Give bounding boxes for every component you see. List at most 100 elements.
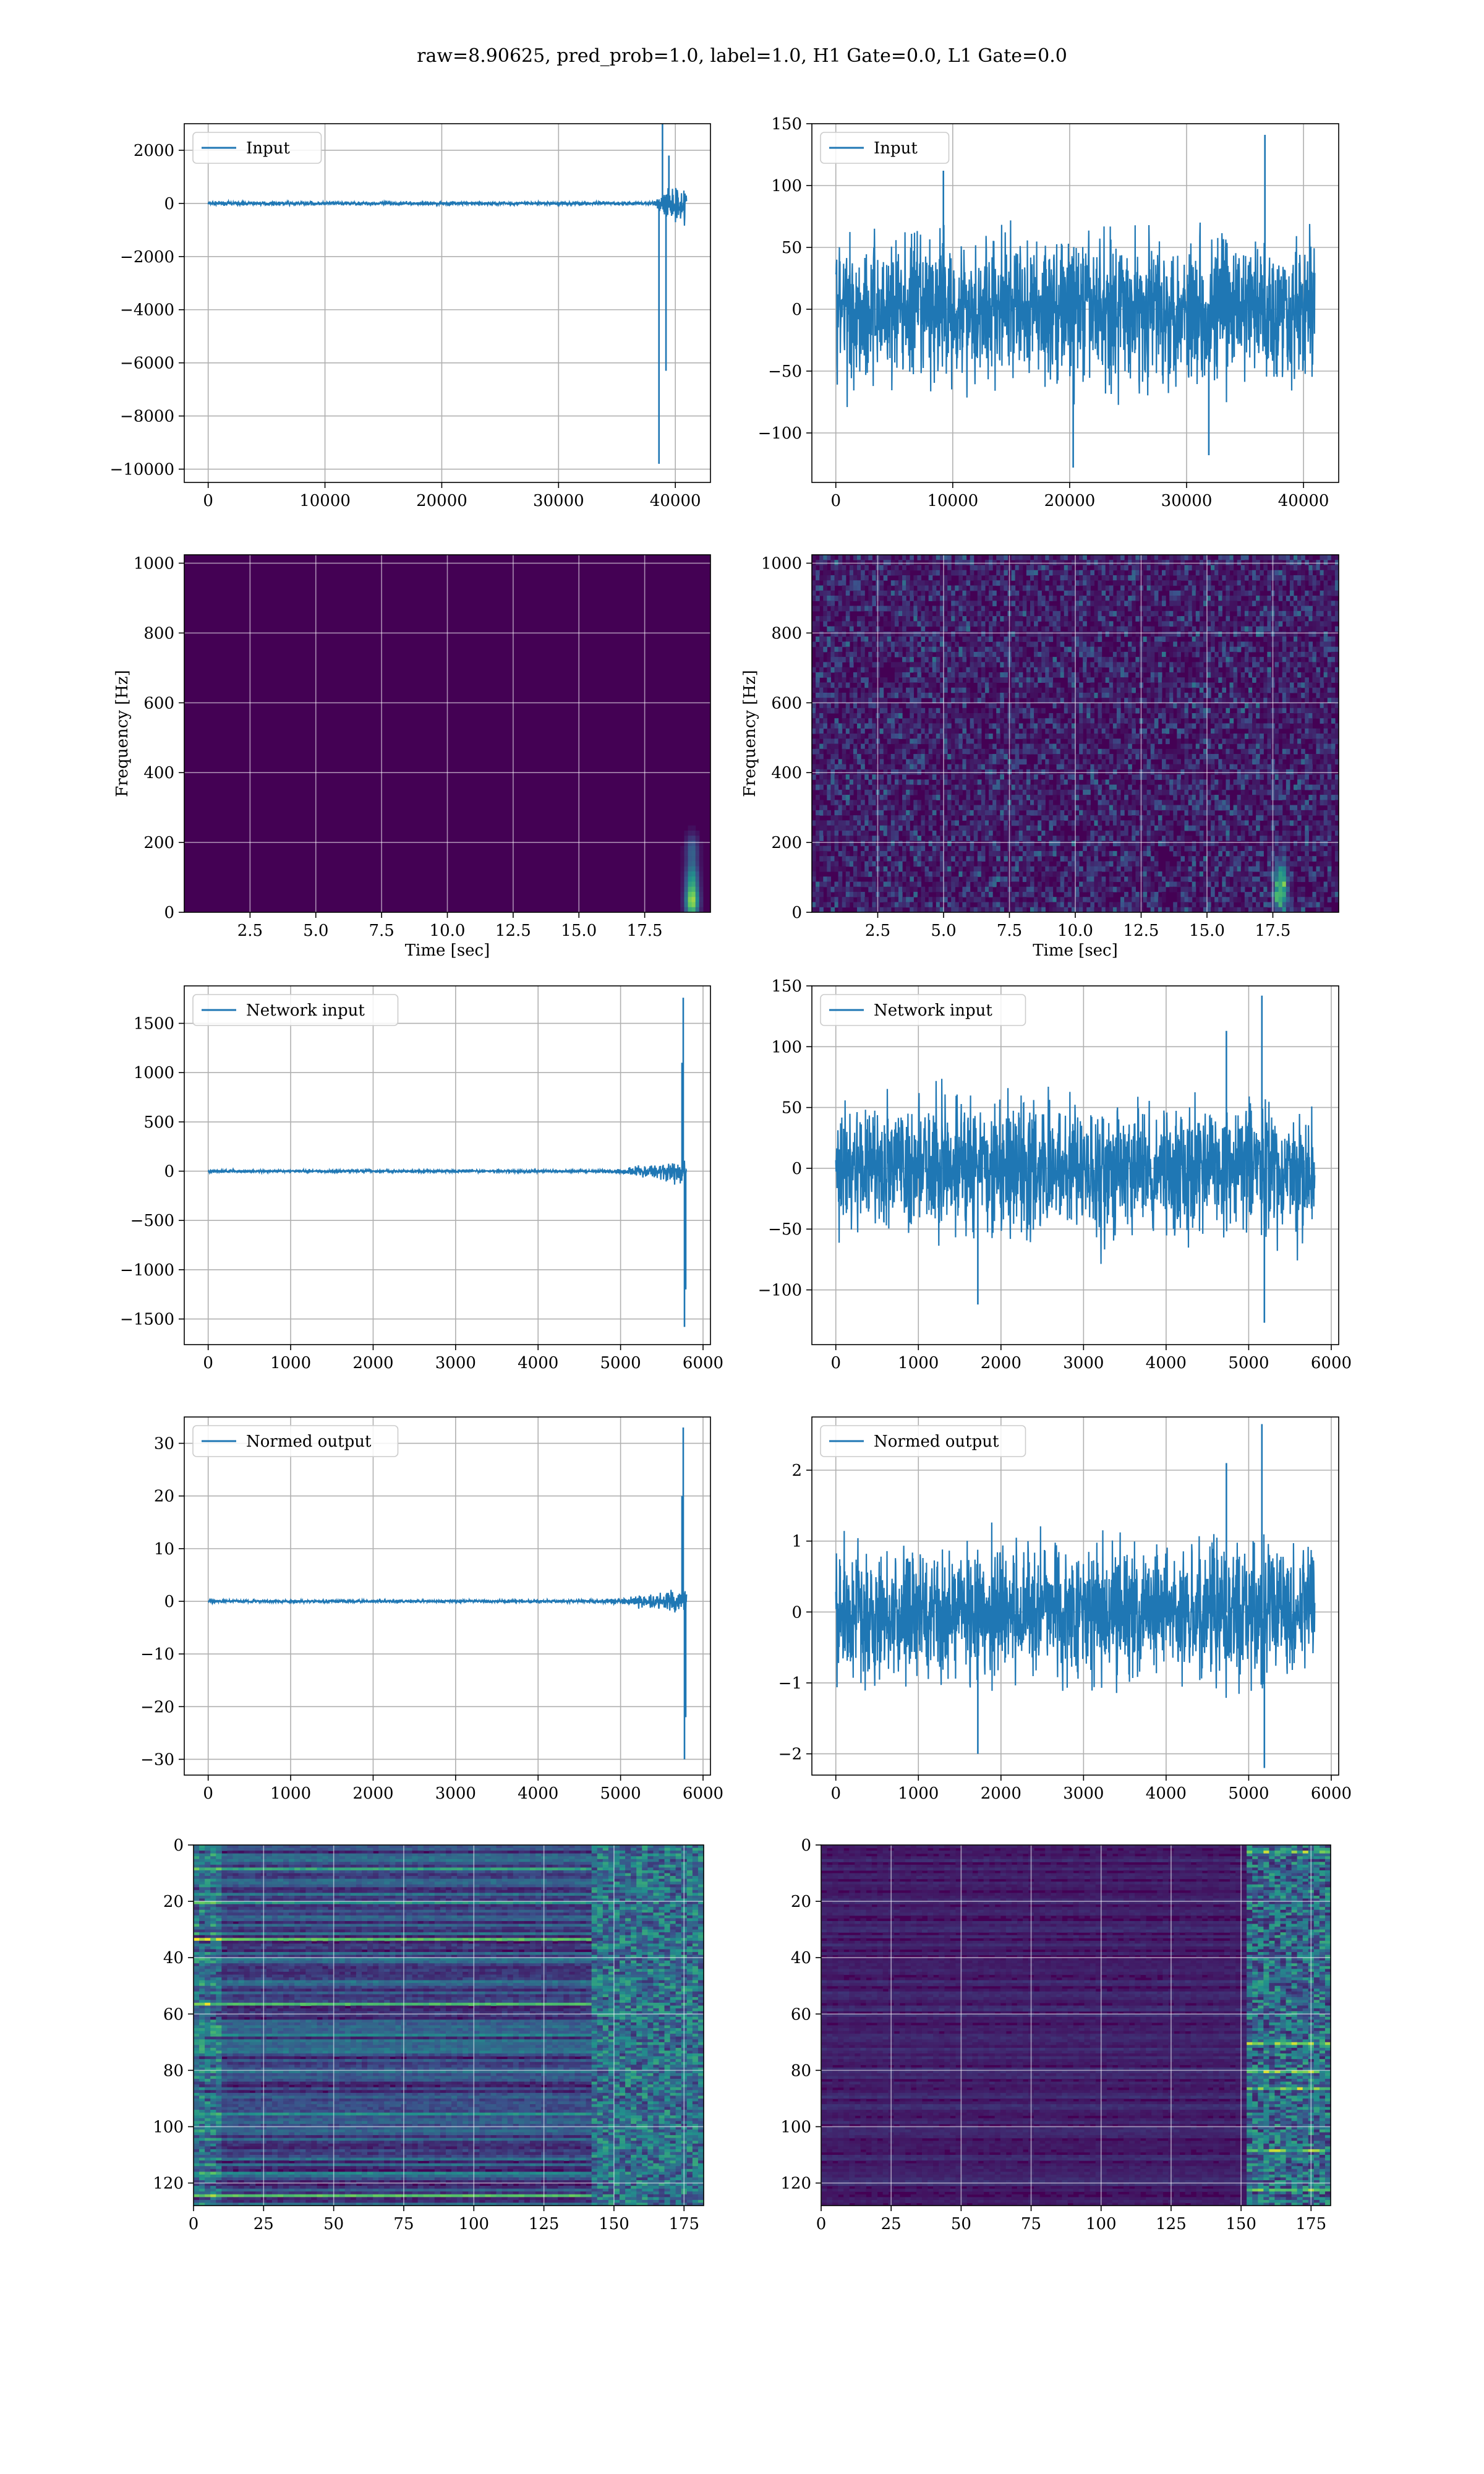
spectrogram-cell	[864, 575, 869, 581]
spectrogram-cell	[1105, 575, 1110, 581]
spectrogram-cell	[973, 657, 978, 662]
spectrogram-cell	[1112, 651, 1117, 657]
spectrogram-cell	[913, 789, 918, 795]
spectrogram-cell	[970, 748, 974, 755]
spectrogram-cell	[1154, 728, 1159, 734]
spectrogram-cell	[951, 759, 955, 765]
spectrogram-cell	[1334, 601, 1339, 607]
spectrogram-cell	[1308, 769, 1313, 775]
spectrogram-cell	[1004, 580, 1009, 586]
spectrogram-cell	[1150, 555, 1155, 560]
spectrogram-cell	[845, 555, 850, 560]
spectrogram-cell	[1045, 606, 1049, 612]
spectrogram-cell	[849, 708, 854, 714]
spectrogram-cell	[1274, 585, 1279, 591]
spectrogram-cell	[1124, 682, 1128, 688]
spectrogram-cell	[910, 764, 914, 770]
spectrogram-cell	[1211, 779, 1215, 785]
spectrogram-cell	[902, 616, 906, 622]
spectrogram-cell	[906, 570, 910, 576]
spectrogram-cell	[857, 779, 861, 785]
spectrogram-cell	[928, 672, 933, 678]
spectrogram-cell	[1286, 596, 1290, 601]
spectrogram-cell	[834, 565, 839, 571]
spectrogram-cell	[921, 738, 926, 745]
spectrogram-cell	[951, 616, 955, 622]
spectrogram-cell	[1098, 610, 1102, 617]
spectrogram-cell	[1083, 743, 1087, 750]
spectrogram-cell	[1166, 580, 1170, 586]
spectrogram-cell	[1278, 703, 1283, 709]
spectrogram-cell	[1248, 646, 1253, 653]
spectrogram-cell	[951, 631, 955, 637]
spectrogram-cell	[996, 789, 1000, 795]
spectrogram-cell	[864, 631, 869, 637]
spectrogram-cell	[894, 565, 899, 571]
spectrogram-cell	[947, 585, 952, 591]
spectrogram-cell	[1011, 662, 1016, 668]
spectrogram-cell	[688, 897, 693, 903]
spectrogram-cell	[1188, 585, 1193, 591]
spectrogram-cell	[1090, 626, 1095, 632]
spectrogram-cell	[1240, 734, 1245, 739]
spectrogram-cell	[1308, 662, 1313, 668]
spectrogram-cell	[1207, 748, 1211, 755]
spectrogram-cell	[1192, 769, 1196, 775]
spectrogram-cell	[1116, 626, 1121, 632]
spectrogram-cell	[1331, 601, 1336, 607]
spectrogram-cell	[1022, 789, 1027, 795]
spectrogram-cell	[951, 698, 955, 704]
spectrogram-cell	[1056, 743, 1061, 750]
spectrogram-cell	[932, 698, 937, 704]
spectrogram-cell	[890, 565, 895, 571]
spectrogram-cell	[992, 759, 997, 765]
spectrogram-cell	[944, 651, 948, 657]
spectrogram-cell	[958, 734, 963, 739]
spectrogram-cell	[1098, 692, 1102, 698]
spectrogram-cell	[1233, 764, 1238, 770]
spectrogram-cell	[1282, 631, 1287, 637]
spectrogram-cell	[1112, 575, 1117, 581]
spectrogram-cell	[1327, 555, 1332, 560]
spectrogram-cell	[1207, 651, 1211, 657]
spectrogram-cell	[1083, 601, 1087, 607]
spectrogram-cell	[1218, 646, 1222, 653]
spectrogram-cell	[864, 738, 869, 745]
spectrogram-cell	[834, 779, 839, 785]
spectrogram-cell	[1158, 682, 1162, 688]
spectrogram-cell	[955, 621, 959, 627]
spectrogram-cell	[1098, 601, 1102, 607]
spectrogram-cell	[1150, 631, 1155, 637]
spectrogram-cell	[1263, 636, 1268, 642]
spectrogram-cell	[1094, 555, 1099, 560]
spectrogram-cell	[1195, 764, 1200, 770]
spectrogram-cell	[1060, 734, 1065, 739]
spectrogram-cell	[1090, 713, 1095, 719]
spectrogram-cell	[970, 774, 974, 780]
spectrogram-cell	[1015, 641, 1020, 648]
spectrogram-cell	[902, 555, 906, 560]
spectrogram-cell	[1237, 698, 1242, 704]
spectrogram-cell	[981, 713, 986, 719]
spectrogram-cell	[962, 723, 967, 729]
spectrogram-cell	[1143, 764, 1148, 770]
spectrogram-cell	[827, 734, 832, 739]
spectrogram-cell	[1305, 764, 1309, 770]
spectrogram-cell	[1260, 555, 1264, 560]
spectrogram-cell	[981, 626, 986, 632]
spectrogram-cell	[1331, 748, 1336, 755]
spectrogram-cell	[910, 713, 914, 719]
spectrogram-cell	[966, 621, 971, 627]
spectrogram-cell	[1323, 687, 1328, 693]
spectrogram-cell	[1274, 580, 1279, 586]
spectrogram-cell	[1086, 692, 1091, 698]
spectrogram-cell	[1049, 646, 1054, 653]
spectrogram-cell	[1211, 784, 1215, 790]
spectrogram-cell	[1041, 575, 1046, 581]
spectrogram-cell	[910, 651, 914, 657]
spectrogram-cell	[1154, 748, 1159, 755]
y-tick-label: −6000	[120, 354, 174, 373]
spectrogram-cell	[879, 590, 884, 596]
spectrogram-cell	[1199, 734, 1204, 739]
spectrogram-cell	[1094, 616, 1099, 622]
